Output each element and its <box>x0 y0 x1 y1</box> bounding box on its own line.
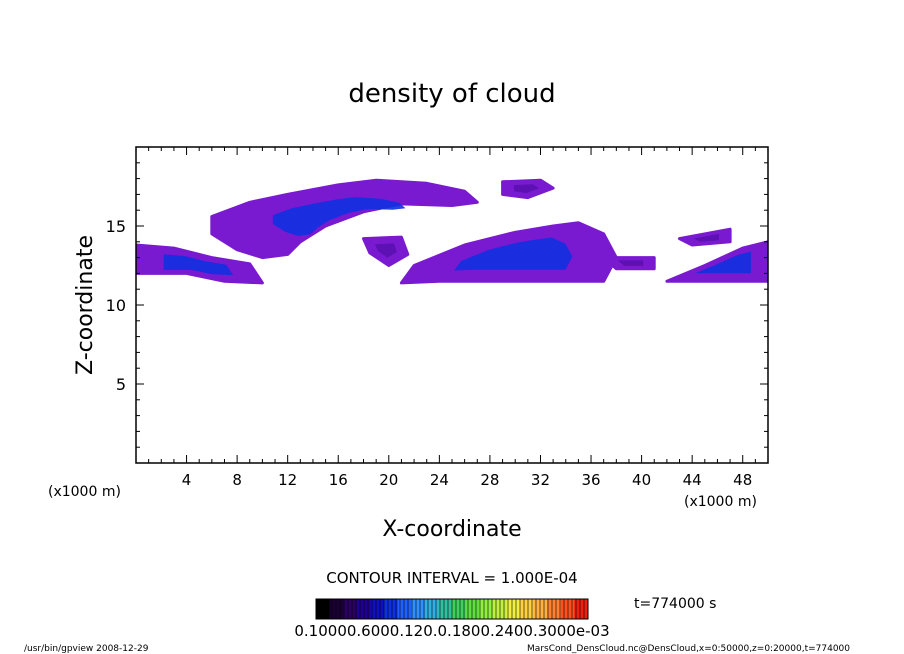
y-axis-ticks: 5 10 15 <box>106 162 768 448</box>
cloud-region-core-3 <box>374 243 397 258</box>
colorbar-swatch-12 <box>479 599 494 619</box>
x-unit-right: (x1000 m) <box>684 494 757 510</box>
colorbar-frame <box>315 598 589 620</box>
x-tick-label-4: 4 <box>182 471 192 489</box>
y-tick-label-5: 5 <box>116 375 126 394</box>
colorbar <box>315 599 589 619</box>
x-tick-label-32: 32 <box>531 471 550 489</box>
colorbar-swatch-10 <box>452 599 467 619</box>
cloud-region-core-2 <box>513 184 540 193</box>
x-tick-label-16: 16 <box>329 471 348 489</box>
time-label: t=774000 s <box>634 596 716 612</box>
x-axis-ticks: 4 8 12 16 20 24 28 32 36 40 44 48 <box>148 147 756 489</box>
cloud-region-core-0 <box>163 254 234 276</box>
x-axis-label: X-coordinate <box>382 517 521 542</box>
colorbar-swatch-7 <box>411 599 426 619</box>
colorbar-labels: 0.10000.6000.120.0.1800.2400.3000e-03 <box>294 622 609 640</box>
cloud-region-7 <box>665 240 768 283</box>
colorbar-swatch-19 <box>574 599 589 619</box>
colorbar-swatch-0 <box>316 599 331 619</box>
colorbar-swatch-5 <box>384 599 399 619</box>
x-tick-label-40: 40 <box>632 471 651 489</box>
y-axis-label: Z-coordinate <box>73 235 98 375</box>
colorbar-swatch-9 <box>438 599 453 619</box>
x-tick-label-36: 36 <box>581 471 600 489</box>
cloud-region-core-7 <box>695 251 751 274</box>
contour-interval: CONTOUR INTERVAL = 1.000E-04 <box>326 569 577 587</box>
cloud-region-core-6 <box>693 233 719 242</box>
y-tick-label-10: 10 <box>106 296 126 315</box>
cloud-density-field <box>136 178 768 285</box>
colorbar-swatch-2 <box>343 599 358 619</box>
colorbar-swatch-15 <box>520 599 535 619</box>
chart-title: density of cloud <box>348 79 555 109</box>
x-tick-label-24: 24 <box>430 471 449 489</box>
x-tick-label-28: 28 <box>480 471 499 489</box>
colorbar-swatch-17 <box>547 599 562 619</box>
y-tick-label-15: 15 <box>106 217 126 236</box>
colorbar-swatch-14 <box>506 599 521 619</box>
cloud-region-core-4 <box>454 237 573 271</box>
footer-left: /usr/bin/gpview 2008-12-29 <box>24 644 149 654</box>
colorbar-swatch-4 <box>370 599 385 619</box>
x-tick-label-20: 20 <box>379 471 398 489</box>
x-tick-label-8: 8 <box>232 471 242 489</box>
footer-right: MarsCond_DensCloud.nc@DensCloud,x=0:5000… <box>527 644 850 654</box>
x-tick-label-44: 44 <box>683 471 702 489</box>
x-tick-label-48: 48 <box>733 471 752 489</box>
cloud-region-core-5 <box>617 260 644 266</box>
x-tick-label-12: 12 <box>278 471 297 489</box>
x-unit-left: (x1000 m) <box>48 484 121 500</box>
cloud-region-core-1 <box>272 197 406 236</box>
cloud-region-1 <box>210 178 479 260</box>
